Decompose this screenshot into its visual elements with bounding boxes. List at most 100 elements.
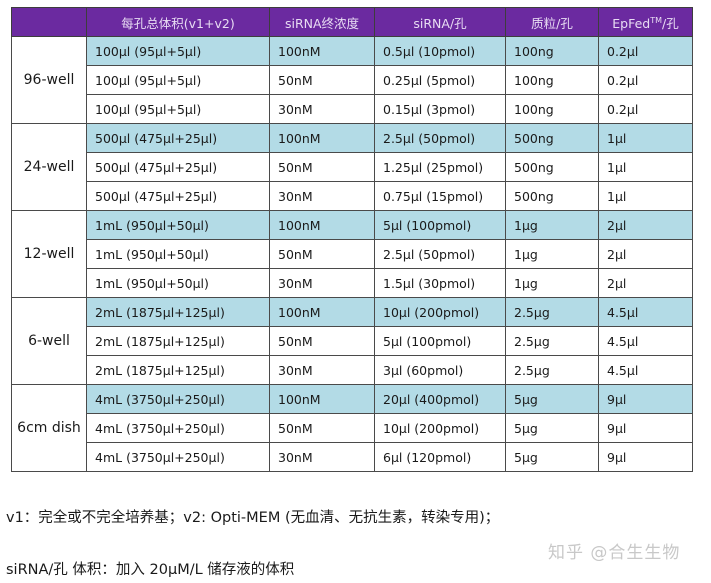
table-row: 4mL (3750µl+250µl) 50nM 10µl (200pmol) 5µg 9… xyxy=(12,413,693,443)
note-sirna-volume: siRNA/孔 体积：加入 20µM/L 储存液的体积 xyxy=(6,562,295,578)
cell-total-volume: 1mL (950µl+50µl) xyxy=(86,239,270,269)
cell-sirna-per-well: 1.25µl (25pmol) xyxy=(374,152,506,182)
cell-total-volume: 4mL (3750µl+250µl) xyxy=(86,384,270,414)
cell-total-volume: 4mL (3750µl+250µl) xyxy=(86,413,270,443)
header-plasmid-per-well: 质粒/孔 xyxy=(505,7,599,37)
header-sirna-per-well: siRNA/孔 xyxy=(374,7,506,37)
cell-total-volume: 2mL (1875µl+125µl) xyxy=(86,326,270,356)
table-row: 2mL (1875µl+125µl) 50nM 5µl (100pmol) 2.5µg… xyxy=(12,326,693,356)
cell-plasmid-per-well: 100ng xyxy=(505,36,599,66)
cell-total-volume: 1mL (950µl+50µl) xyxy=(86,268,270,298)
cell-plasmid-per-well: 1µg xyxy=(505,210,599,240)
plate-format-label: 6cm dish xyxy=(11,384,87,472)
cell-sirna-final-conc: 100nM xyxy=(269,36,375,66)
cell-sirna-final-conc: 100nM xyxy=(269,123,375,153)
cell-epfed-per-well: 4.5µl xyxy=(598,297,693,327)
cell-total-volume: 100µl (95µl+5µl) xyxy=(86,36,270,66)
cell-sirna-per-well: 6µl (120pmol) xyxy=(374,442,506,472)
cell-sirna-per-well: 0.5µl (10pmol) xyxy=(374,36,506,66)
cell-sirna-final-conc: 50nM xyxy=(269,413,375,443)
cell-plasmid-per-well: 2.5µg xyxy=(505,297,599,327)
cell-sirna-per-well: 0.15µl (3pmol) xyxy=(374,94,506,124)
transfection-protocol-table: 每孔总体积(v1+v2) siRNA终浓度 siRNA/孔 质粒/孔 EpFed… xyxy=(11,7,693,472)
cell-epfed-per-well: 0.2µl xyxy=(598,65,693,95)
cell-sirna-per-well: 5µl (100pmol) xyxy=(374,210,506,240)
table-row: 12-well 1mL (950µl+50µl) 100nM 5µl (100pmol… xyxy=(11,210,693,298)
table-row: 100µl (95µl+5µl) 50nM 0.25µl (5pmol) 100ng 0… xyxy=(12,65,693,95)
cell-epfed-per-well: 1µl xyxy=(598,152,693,182)
header-epfed-per-well: EpFedTM/孔 xyxy=(598,7,693,37)
cell-sirna-per-well: 0.75µl (15pmol) xyxy=(374,181,506,211)
table-row: 100µl (95µl+5µl) 30nM 0.15µl (3pmol) 100ng 0… xyxy=(12,94,693,124)
cell-total-volume: 100µl (95µl+5µl) xyxy=(86,94,270,124)
table-row: 6-well 2mL (1875µl+125µl) 100nM 10µl (200pm… xyxy=(11,297,693,385)
cell-epfed-per-well: 2µl xyxy=(598,210,693,240)
cell-sirna-final-conc: 50nM xyxy=(269,152,375,182)
header-epfed-label: EpFed xyxy=(612,15,651,31)
cell-plasmid-per-well: 1µg xyxy=(505,268,599,298)
cell-epfed-per-well: 2µl xyxy=(598,239,693,269)
cell-sirna-final-conc: 30nM xyxy=(269,268,375,298)
cell-sirna-final-conc: 30nM xyxy=(269,94,375,124)
table-row: 2mL (1875µl+125µl) 30nM 3µl (60pmol) 2.5µg 4… xyxy=(12,355,693,385)
cell-sirna-final-conc: 50nM xyxy=(269,326,375,356)
cell-plasmid-per-well: 500ng xyxy=(505,123,599,153)
cell-sirna-per-well: 1.5µl (30pmol) xyxy=(374,268,506,298)
cell-sirna-per-well: 2.5µl (50pmol) xyxy=(374,239,506,269)
cell-sirna-final-conc: 100nM xyxy=(269,297,375,327)
cell-plasmid-per-well: 5µg xyxy=(505,413,599,443)
plate-format-label: 6-well xyxy=(11,297,87,385)
table-row: 6cm dish 4mL (3750µl+250µl) 100nM 20µl (400… xyxy=(11,384,693,472)
cell-epfed-per-well: 1µl xyxy=(598,181,693,211)
cell-plasmid-per-well: 100ng xyxy=(505,65,599,95)
cell-sirna-final-conc: 100nM xyxy=(269,384,375,414)
cell-sirna-per-well: 20µl (400pmol) xyxy=(374,384,506,414)
cell-epfed-per-well: 0.2µl xyxy=(598,36,693,66)
zhihu-watermark: 知乎 @合生生物 xyxy=(548,543,681,563)
header-format xyxy=(11,7,87,37)
cell-epfed-per-well: 4.5µl xyxy=(598,355,693,385)
cell-total-volume: 500µl (475µl+25µl) xyxy=(86,123,270,153)
cell-sirna-final-conc: 30nM xyxy=(269,442,375,472)
table-row: 1mL (950µl+50µl) 30nM 1.5µl (30pmol) 1µg 2µl xyxy=(12,268,693,298)
cell-total-volume: 4mL (3750µl+250µl) xyxy=(86,442,270,472)
cell-plasmid-per-well: 2.5µg xyxy=(505,326,599,356)
cell-sirna-per-well: 0.25µl (5pmol) xyxy=(374,65,506,95)
cell-epfed-per-well: 4.5µl xyxy=(598,326,693,356)
trademark-superscript: TM xyxy=(650,15,663,25)
cell-epfed-per-well: 0.2µl xyxy=(598,94,693,124)
cell-plasmid-per-well: 5µg xyxy=(505,384,599,414)
table-row: 24-well 500µl (475µl+25µl) 100nM 2.5µl (50p… xyxy=(11,123,693,211)
cell-total-volume: 100µl (95µl+5µl) xyxy=(86,65,270,95)
table-row: 500µl (475µl+25µl) 30nM 0.75µl (15pmol) 500… xyxy=(12,181,693,211)
cell-total-volume: 2mL (1875µl+125µl) xyxy=(86,297,270,327)
cell-plasmid-per-well: 5µg xyxy=(505,442,599,472)
cell-sirna-per-well: 3µl (60pmol) xyxy=(374,355,506,385)
cell-sirna-final-conc: 50nM xyxy=(269,65,375,95)
cell-epfed-per-well: 9µl xyxy=(598,384,693,414)
cell-total-volume: 1mL (950µl+50µl) xyxy=(86,210,270,240)
plate-format-label: 96-well xyxy=(11,36,87,124)
header-total-volume: 每孔总体积(v1+v2) xyxy=(86,7,270,37)
cell-sirna-per-well: 5µl (100pmol) xyxy=(374,326,506,356)
cell-sirna-final-conc: 30nM xyxy=(269,181,375,211)
cell-epfed-per-well: 9µl xyxy=(598,413,693,443)
header-epfed-suffix: /孔 xyxy=(662,15,679,31)
cell-plasmid-per-well: 1µg xyxy=(505,239,599,269)
header-sirna-final-conc: siRNA终浓度 xyxy=(269,7,375,37)
cell-total-volume: 500µl (475µl+25µl) xyxy=(86,152,270,182)
cell-sirna-per-well: 2.5µl (50pmol) xyxy=(374,123,506,153)
cell-sirna-final-conc: 30nM xyxy=(269,355,375,385)
note-medium-definition: v1：完全或不完全培养基；v2: Opti-MEM (无血清、无抗生素，转染专用… xyxy=(6,510,500,526)
plate-format-label: 24-well xyxy=(11,123,87,211)
cell-epfed-per-well: 2µl xyxy=(598,268,693,298)
cell-sirna-per-well: 10µl (200pmol) xyxy=(374,297,506,327)
cell-total-volume: 2mL (1875µl+125µl) xyxy=(86,355,270,385)
table-row: 4mL (3750µl+250µl) 30nM 6µl (120pmol) 5µg 9µ… xyxy=(12,442,693,472)
cell-plasmid-per-well: 100ng xyxy=(505,94,599,124)
table-row: 1mL (950µl+50µl) 50nM 2.5µl (50pmol) 1µg 2µl xyxy=(12,239,693,269)
cell-epfed-per-well: 9µl xyxy=(598,442,693,472)
plate-format-label: 12-well xyxy=(11,210,87,298)
cell-sirna-final-conc: 100nM xyxy=(269,210,375,240)
cell-plasmid-per-well: 500ng xyxy=(505,152,599,182)
